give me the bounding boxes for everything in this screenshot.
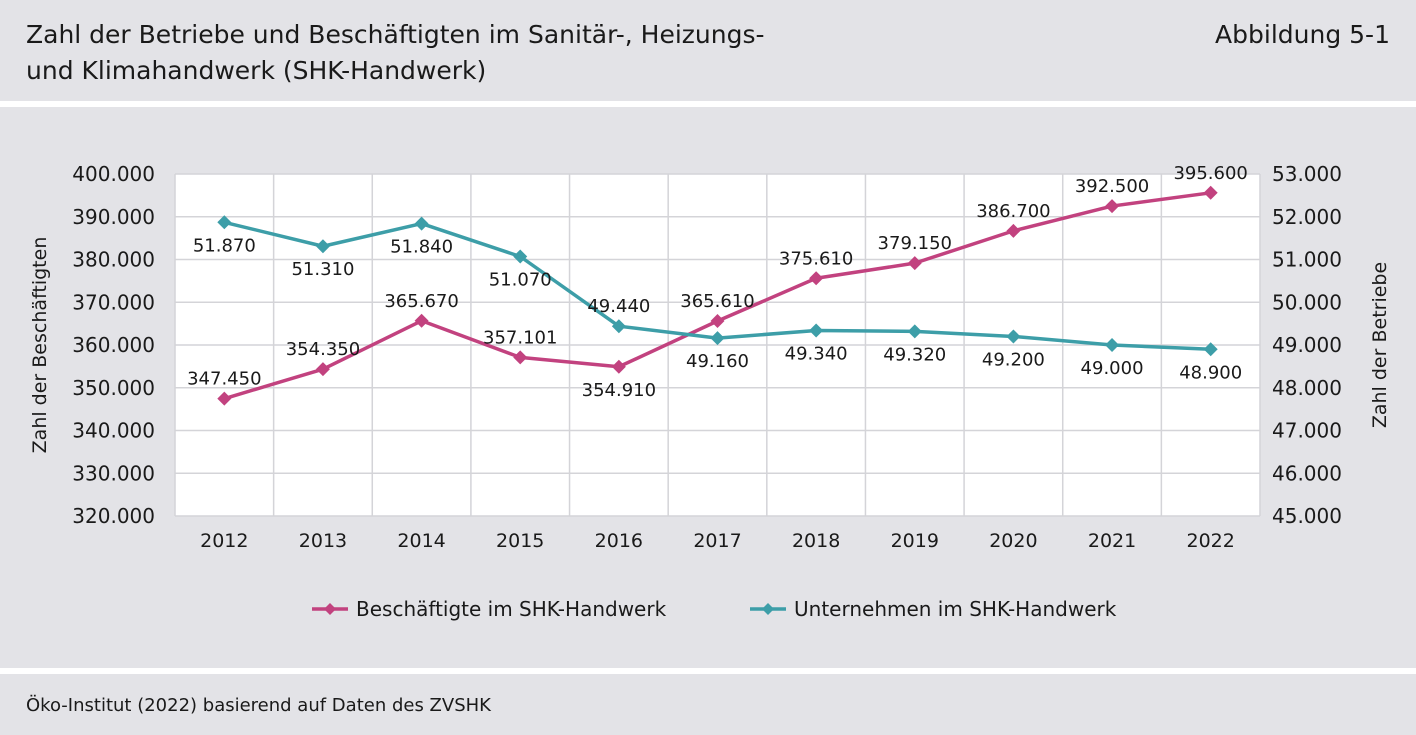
figure-title: Zahl der Betriebe und Beschäftigten im S… (26, 17, 846, 89)
data-label-companies: 49.320 (883, 344, 946, 365)
data-label-companies: 48.900 (1179, 362, 1242, 383)
data-point-companies (710, 331, 725, 346)
y-right-tick-label: 46.000 (1272, 461, 1342, 485)
data-point-companies (1006, 329, 1021, 344)
data-label-companies: 49.440 (587, 296, 650, 317)
legend-label-employees: Beschäftigte im SHK-Handwerk (356, 597, 667, 621)
data-label-employees: 392.500 (1075, 176, 1149, 197)
line-chart: 320.000 330.000 340.000 350.000 360.000 370.0… (29, 162, 1391, 621)
figure-title-line2: und Klimahandwerk (SHK-Handwerk) (26, 56, 487, 85)
x-tick-label: 2016 (595, 530, 643, 552)
data-label-employees: 386.700 (976, 201, 1050, 222)
data-point-companies (611, 319, 626, 334)
data-label-companies: 49.200 (982, 349, 1045, 370)
x-tick-label: 2021 (1088, 530, 1136, 552)
legend: Beschäftigte im SHK-Handwerk Unternehmen … (312, 597, 1117, 621)
data-point-employees (1105, 199, 1120, 214)
x-tick-label: 2022 (1187, 530, 1235, 552)
figure-footer: Öko-Institut (2022) basierend auf Daten … (0, 674, 1416, 735)
data-point-employees (1203, 185, 1218, 200)
data-label-companies: 51.310 (291, 259, 354, 280)
y-right-tick-label: 50.000 (1272, 290, 1342, 314)
data-point-employees (414, 313, 429, 328)
y-left-tick-label: 350.000 (72, 376, 155, 400)
y-right-tick-label: 45.000 (1272, 504, 1342, 528)
data-point-employees (513, 350, 528, 365)
y-left-tick-label: 400.000 (72, 162, 155, 186)
data-label-employees: 379.150 (878, 233, 952, 254)
data-point-companies (1203, 342, 1218, 357)
data-label-employees: 357.101 (483, 327, 557, 348)
y-axis-left-title: Zahl der Beschäftigten (29, 237, 51, 454)
data-label-employees: 365.610 (680, 291, 754, 312)
y-right-tick-label: 49.000 (1272, 333, 1342, 357)
legend-swatch-marker-companies (762, 603, 774, 615)
source-note: Öko-Institut (2022) basierend auf Daten … (26, 695, 491, 716)
y-left-tick-label: 340.000 (72, 419, 155, 443)
y-left-tick-label: 370.000 (72, 290, 155, 314)
data-label-employees: 354.350 (286, 339, 360, 360)
data-point-employees (1006, 223, 1021, 238)
data-point-companies (513, 249, 528, 264)
data-point-companies (1105, 338, 1120, 352)
y-right-tick-label: 47.000 (1272, 419, 1342, 443)
y-right-tick-label: 48.000 (1272, 376, 1342, 400)
chart-panel: 320.000 330.000 340.000 350.000 360.000 370.0… (0, 107, 1416, 668)
data-label-companies: 49.000 (1081, 358, 1144, 379)
series-layer: 347.450 354.350 365.670 357.101 354.910 365.6… (187, 163, 1248, 406)
data-label-employees: 375.610 (779, 248, 853, 269)
data-label-employees: 347.450 (187, 369, 261, 390)
data-point-employees (809, 271, 824, 286)
y-left-tick-label: 360.000 (72, 333, 155, 357)
legend-swatch-marker-employees (324, 603, 336, 615)
data-point-companies (414, 216, 429, 231)
data-label-companies: 51.870 (193, 235, 256, 256)
data-label-employees: 365.670 (384, 291, 458, 312)
x-tick-label: 2012 (200, 530, 248, 552)
y-right-tick-label: 51.000 (1272, 248, 1342, 272)
y-left-tick-label: 380.000 (72, 248, 155, 272)
y-right-tick-label: 52.000 (1272, 205, 1342, 229)
data-label-companies: 51.840 (390, 237, 453, 258)
data-label-companies: 49.340 (785, 343, 848, 364)
data-point-companies (217, 215, 232, 230)
x-tick-label: 2017 (693, 530, 741, 552)
x-tick-label: 2014 (397, 530, 445, 552)
x-tick-label: 2015 (496, 530, 544, 552)
data-point-companies (907, 324, 922, 339)
y-left-tick-label: 320.000 (72, 504, 155, 528)
data-label-employees: 354.910 (582, 380, 656, 401)
figure-header: Zahl der Betriebe und Beschäftigten im S… (0, 0, 1416, 101)
data-point-employees (217, 391, 232, 406)
y-axis-left: 320.000 330.000 340.000 350.000 360.000 370.0… (72, 162, 155, 528)
data-point-employees (315, 362, 330, 377)
figure-title-line1: Zahl der Betriebe und Beschäftigten im S… (26, 20, 765, 49)
data-point-companies (809, 323, 824, 338)
x-axis: 2012 2013 2014 2015 2016 2017 2018 2019 2020 2021… (200, 530, 1235, 552)
y-axis-right-title: Zahl der Betriebe (1369, 262, 1391, 428)
y-left-tick-label: 330.000 (72, 461, 155, 485)
data-label-companies: 49.160 (686, 351, 749, 372)
data-point-employees (907, 256, 922, 271)
data-point-companies (315, 239, 330, 254)
x-tick-label: 2020 (989, 530, 1037, 552)
figure-number: Abbildung 5-1 (1215, 20, 1390, 49)
data-label-companies: 51.070 (489, 270, 552, 291)
x-tick-label: 2013 (299, 530, 347, 552)
data-point-employees (710, 314, 725, 329)
data-label-employees: 395.600 (1173, 163, 1247, 184)
legend-label-companies: Unternehmen im SHK-Handwerk (794, 597, 1117, 621)
x-tick-label: 2019 (891, 530, 939, 552)
data-point-employees (611, 359, 626, 374)
y-right-tick-label: 53.000 (1272, 162, 1342, 186)
x-tick-label: 2018 (792, 530, 840, 552)
y-left-tick-label: 390.000 (72, 205, 155, 229)
y-axis-right: 45.000 46.000 47.000 48.000 49.000 50.000 51.0… (1272, 162, 1342, 528)
